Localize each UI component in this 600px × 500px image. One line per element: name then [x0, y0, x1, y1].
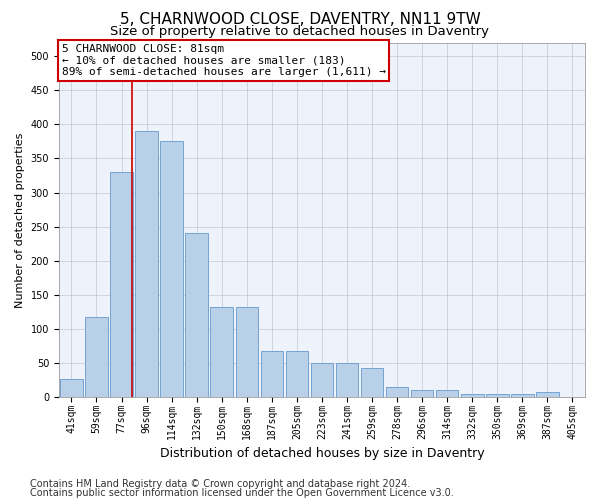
- Text: 5, CHARNWOOD CLOSE, DAVENTRY, NN11 9TW: 5, CHARNWOOD CLOSE, DAVENTRY, NN11 9TW: [119, 12, 481, 28]
- Text: 5 CHARNWOOD CLOSE: 81sqm
← 10% of detached houses are smaller (183)
89% of semi-: 5 CHARNWOOD CLOSE: 81sqm ← 10% of detach…: [62, 44, 386, 78]
- Bar: [411, 390, 433, 397]
- Bar: [211, 307, 233, 397]
- Bar: [511, 394, 533, 397]
- Bar: [436, 390, 458, 397]
- Y-axis label: Number of detached properties: Number of detached properties: [15, 132, 25, 308]
- Bar: [486, 394, 509, 397]
- X-axis label: Distribution of detached houses by size in Daventry: Distribution of detached houses by size …: [160, 447, 484, 460]
- Bar: [236, 307, 258, 397]
- Bar: [386, 387, 409, 397]
- Text: Size of property relative to detached houses in Daventry: Size of property relative to detached ho…: [110, 25, 490, 38]
- Bar: [260, 351, 283, 397]
- Bar: [336, 363, 358, 397]
- Text: Contains HM Land Registry data © Crown copyright and database right 2024.: Contains HM Land Registry data © Crown c…: [30, 479, 410, 489]
- Bar: [136, 131, 158, 397]
- Bar: [160, 142, 183, 397]
- Bar: [361, 368, 383, 397]
- Bar: [311, 363, 333, 397]
- Bar: [185, 234, 208, 397]
- Bar: [286, 351, 308, 397]
- Bar: [85, 316, 108, 397]
- Bar: [536, 392, 559, 397]
- Bar: [60, 379, 83, 397]
- Text: Contains public sector information licensed under the Open Government Licence v3: Contains public sector information licen…: [30, 488, 454, 498]
- Bar: [110, 172, 133, 397]
- Bar: [461, 394, 484, 397]
